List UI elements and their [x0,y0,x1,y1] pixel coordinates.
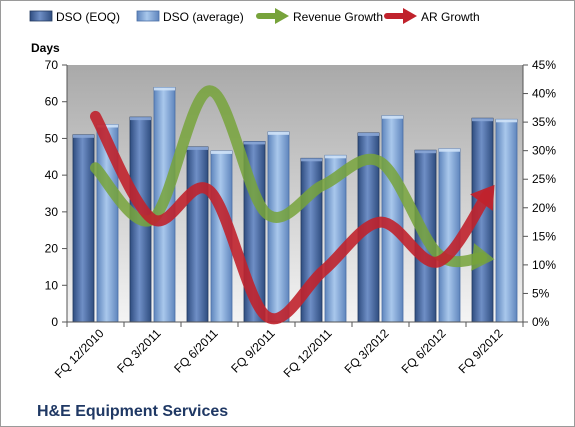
x-tick-label: FQ 12/2010 [52,326,107,381]
bar-cap-0-2 [187,146,208,150]
bar-cap-1-4 [325,155,346,159]
bar-cap-0-5 [358,132,379,136]
y2-tick-label: 5% [532,286,550,300]
bar-dso-average-7 [495,118,518,323]
y2-tick-label: 0% [532,315,550,329]
legend-arrow-revenue-growth [275,8,289,24]
legend-label-dso-average-: DSO (average) [163,10,244,24]
legend-swatch-dso-average- [136,10,160,22]
x-tick-label: FQ 9/2012 [456,326,506,376]
bar-cap-0-4 [301,158,322,162]
y-tick-label: 0 [51,315,58,329]
x-tick-label: FQ 6/2012 [399,326,449,376]
x-tick-label: FQ 6/2011 [171,326,221,376]
y2-tick-label: 45% [532,58,556,72]
legend-label-revenue-growth: Revenue Growth [293,10,383,24]
y-tick-label: 30 [45,205,59,219]
arrowhead-revenue-growth [471,243,495,271]
y2-tick-label: 35% [532,115,556,129]
line-ar-growth [90,110,493,325]
y-tick-label: 60 [45,95,59,109]
y2-tick-label: 40% [532,87,556,101]
y2-tick-label: 15% [532,229,556,243]
bar-cap-0-6 [415,150,436,154]
bar-cap-1-3 [268,131,289,135]
y-tick-label: 70 [45,58,59,72]
x-tick-label: FQ 12/2011 [281,326,335,380]
bar-cap-0-7 [472,118,493,122]
chart-title: H&E Equipment Services [37,403,228,420]
line-revenue-growth [90,85,487,268]
legend-arrow-ar-growth [403,8,417,24]
bar-dso-eoq-2 [186,146,209,323]
bar-dso-eoq-0 [72,134,95,323]
bar-cap-1-5 [382,115,403,119]
bar-cap-0-0 [73,134,94,138]
bar-cap-1-1 [154,87,175,91]
y2-tick-label: 25% [532,172,556,186]
y2-tick-label: 30% [532,144,556,158]
y2-tick-label: 10% [532,258,556,272]
bar-dso-average-3 [267,131,290,323]
y-tick-label: 20 [45,242,59,256]
y-tick-label: 40 [45,168,59,182]
legend: DSO (EOQ) DSO (average) Revenue Growth AR G… [29,8,480,24]
y2-tick-label: 20% [532,201,556,215]
legend-label-ar-growth: AR Growth [421,10,480,24]
arrowhead-ar-growth [470,184,495,211]
legend-swatch-dso-eoq- [29,10,53,22]
bar-cap-1-0 [97,124,118,128]
bar-cap-1-7 [496,119,517,123]
y-tick-label: 50 [45,131,59,145]
bar-cap-1-2 [211,150,232,154]
bar-cap-0-3 [244,141,265,145]
x-tick-label: FQ 3/2011 [114,326,164,376]
x-tick-label: FQ 9/2011 [228,326,278,376]
y-axis-title: Days [31,41,60,55]
bar-cap-0-1 [130,117,151,121]
plot-area: 0 10 20 30 40 50 60 70 0% 5% 10% 15% 20% 25% 30% 35% 40%… [45,58,557,381]
legend-label-dso-eoq-: DSO (EOQ) [56,10,120,24]
x-tick-label: FQ 3/2012 [342,326,392,376]
y-tick-label: 10 [45,278,59,292]
bar-cap-1-6 [439,148,460,152]
